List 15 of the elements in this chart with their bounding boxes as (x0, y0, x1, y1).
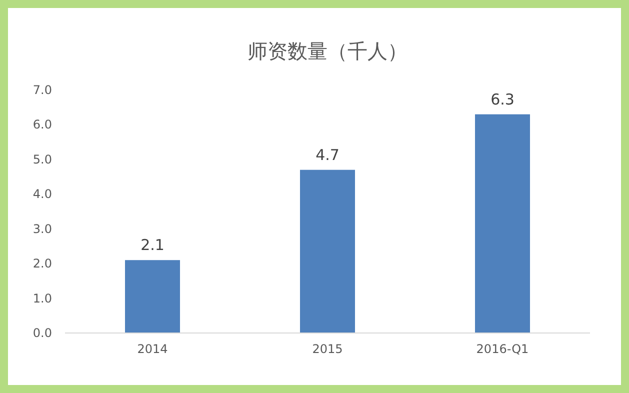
xtick: 2014 (137, 342, 168, 356)
ytick: 7.0 (32, 83, 52, 97)
ytick: 2.0 (32, 256, 52, 271)
ytick: 0.0 (32, 326, 52, 340)
title: 师资数量（千人） (248, 39, 408, 63)
ytick: 5.0 (32, 152, 52, 166)
xtick: 2015 (312, 342, 343, 356)
xtick: 2016-Q1 (476, 342, 529, 356)
data-label: 4.7 (316, 146, 340, 164)
ytick: 1.0 (32, 291, 52, 306)
data-label: 2.1 (140, 236, 164, 254)
ytick: 4.0 (32, 187, 52, 202)
ytick: 6.0 (32, 118, 52, 132)
data-label: 6.3 (490, 90, 514, 108)
ytick: 3.0 (32, 222, 52, 236)
